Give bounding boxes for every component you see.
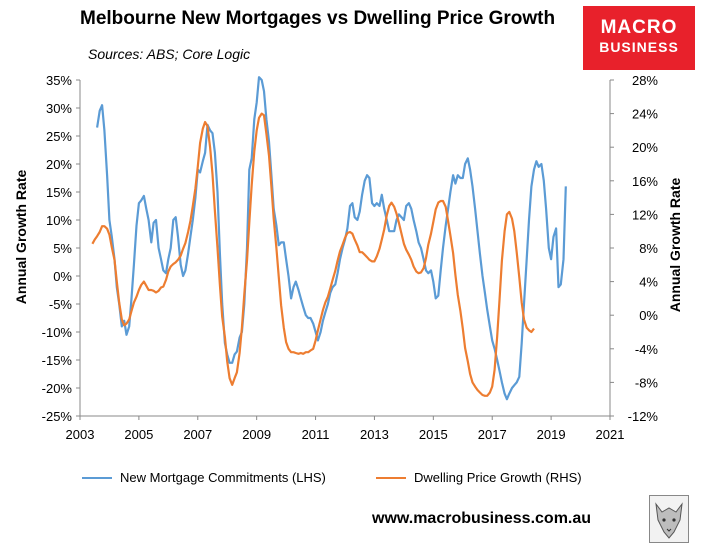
- left-tick-label: -25%: [42, 409, 73, 424]
- legend-swatch-mortgages: [82, 476, 112, 479]
- legend-item-mortgages: New Mortgage Commitments (LHS): [82, 470, 326, 485]
- chart-legend: New Mortgage Commitments (LHS) Dwelling …: [0, 470, 701, 490]
- left-tick-label: 20%: [46, 157, 72, 172]
- legend-swatch-dwelling-prices: [376, 476, 406, 479]
- right-tick-label: -8%: [635, 375, 659, 390]
- right-tick-label: 24%: [632, 107, 658, 122]
- series-line-dwelling-prices: [91, 112, 535, 397]
- left-tick-label: 35%: [46, 73, 72, 88]
- left-tick-label: -20%: [42, 381, 73, 396]
- chart-axes: 35% 30% 25% 20% 15% 10% 5% 0% -5% -10% -15% -20% -25…: [42, 73, 659, 442]
- left-tick-label: 0%: [53, 269, 72, 284]
- right-tick-label: 0%: [639, 308, 658, 323]
- right-tick-label: 16%: [632, 174, 658, 189]
- left-tick-label: 15%: [46, 185, 72, 200]
- right-tick-label: 12%: [632, 207, 658, 222]
- right-tick-label: 20%: [632, 140, 658, 155]
- legend-label-mortgages: New Mortgage Commitments (LHS): [120, 470, 326, 485]
- x-tick-label: 2009: [242, 427, 271, 442]
- right-tick-label: 28%: [632, 73, 658, 88]
- macrobusiness-logo[interactable]: MACRO BUSINESS: [583, 6, 695, 70]
- x-tick-label: 2017: [478, 427, 507, 442]
- left-tick-label: -5%: [49, 297, 73, 312]
- left-tick-label: 30%: [46, 101, 72, 116]
- x-tick-label: 2005: [124, 427, 153, 442]
- logo-line-2: BUSINESS: [599, 39, 679, 55]
- series-line-mortgages: [96, 76, 567, 401]
- left-tick-label: 25%: [46, 129, 72, 144]
- chart-series: [91, 76, 567, 401]
- right-tick-label: -12%: [628, 409, 659, 424]
- legend-item-dwelling-prices: Dwelling Price Growth (RHS): [376, 470, 582, 485]
- x-tick-label: 2007: [183, 427, 212, 442]
- x-tick-label: 2015: [419, 427, 448, 442]
- x-tick-label: 2019: [537, 427, 566, 442]
- x-tick-label: 2013: [360, 427, 389, 442]
- logo-line-1: MACRO: [600, 17, 678, 38]
- x-tick-label: 2021: [596, 427, 625, 442]
- left-tick-label: 10%: [46, 213, 72, 228]
- website-url[interactable]: www.macrobusiness.com.au: [372, 510, 592, 527]
- right-tick-label: 4%: [639, 275, 658, 290]
- legend-label-dwelling-prices: Dwelling Price Growth (RHS): [414, 470, 582, 485]
- right-tick-label: 8%: [639, 241, 658, 256]
- x-tick-label: 2011: [302, 427, 330, 442]
- wolf-head-icon: [649, 495, 689, 543]
- chart-title: Melbourne New Mortgages vs Dwelling Pric…: [80, 8, 556, 29]
- left-tick-label: 5%: [53, 241, 72, 256]
- right-tick-label: -4%: [635, 342, 659, 357]
- x-tick-label: 2003: [66, 427, 95, 442]
- left-tick-label: -15%: [42, 353, 73, 368]
- chart-subtitle: Sources: ABS; Core Logic: [88, 46, 251, 62]
- left-tick-label: -10%: [42, 325, 73, 340]
